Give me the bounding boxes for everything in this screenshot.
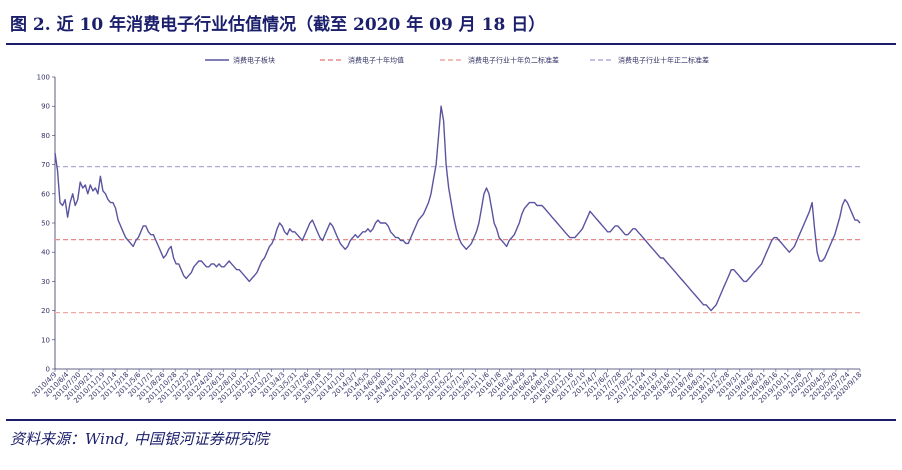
source-note: 资料来源：Wind, 中国银河证券研究院	[10, 430, 269, 448]
y-tick-label: 70	[41, 161, 50, 169]
y-tick-label: 100	[37, 74, 50, 82]
y-axis: 0 10 20 30 40 50 60 70 80 90 100	[37, 74, 56, 374]
series-line	[54, 105, 861, 312]
reference-lines	[55, 166, 860, 314]
chart-legend: 消费电子板块 消费电子十年均值 消费电子行业十年负二标准差 消费电子行业十年正二标准差	[205, 56, 709, 65]
y-tick-label: 40	[41, 249, 50, 257]
title-rule	[6, 43, 896, 45]
legend-label: 消费电子行业十年正二标准差	[618, 56, 709, 65]
y-tick-label: 20	[41, 307, 50, 315]
y-tick-label: 60	[41, 190, 50, 198]
line-chart: 消费电子板块 消费电子十年均值 消费电子行业十年负二标准差 消费电子行业十年正二标准差…	[31, 56, 864, 405]
legend-label: 消费电子板块	[233, 56, 275, 65]
figure-title: 图 2. 近 10 年消费电子行业估值情况（截至 2020 年 09 月 18 …	[10, 15, 546, 35]
x-axis: 2010/4/92010/6/42010/7/302010/9/212010/1…	[31, 368, 863, 405]
y-tick-label: 0	[46, 366, 50, 374]
y-tick-label: 80	[41, 132, 50, 140]
series-lines	[54, 105, 861, 312]
legend-label: 消费电子十年均值	[348, 56, 404, 65]
y-tick-label: 30	[41, 278, 50, 286]
source-rule	[6, 419, 896, 421]
y-tick-label: 50	[41, 220, 50, 228]
y-tick-label: 10	[41, 336, 50, 344]
y-tick-label: 90	[41, 103, 50, 111]
legend-label: 消费电子行业十年负二标准差	[468, 56, 559, 65]
